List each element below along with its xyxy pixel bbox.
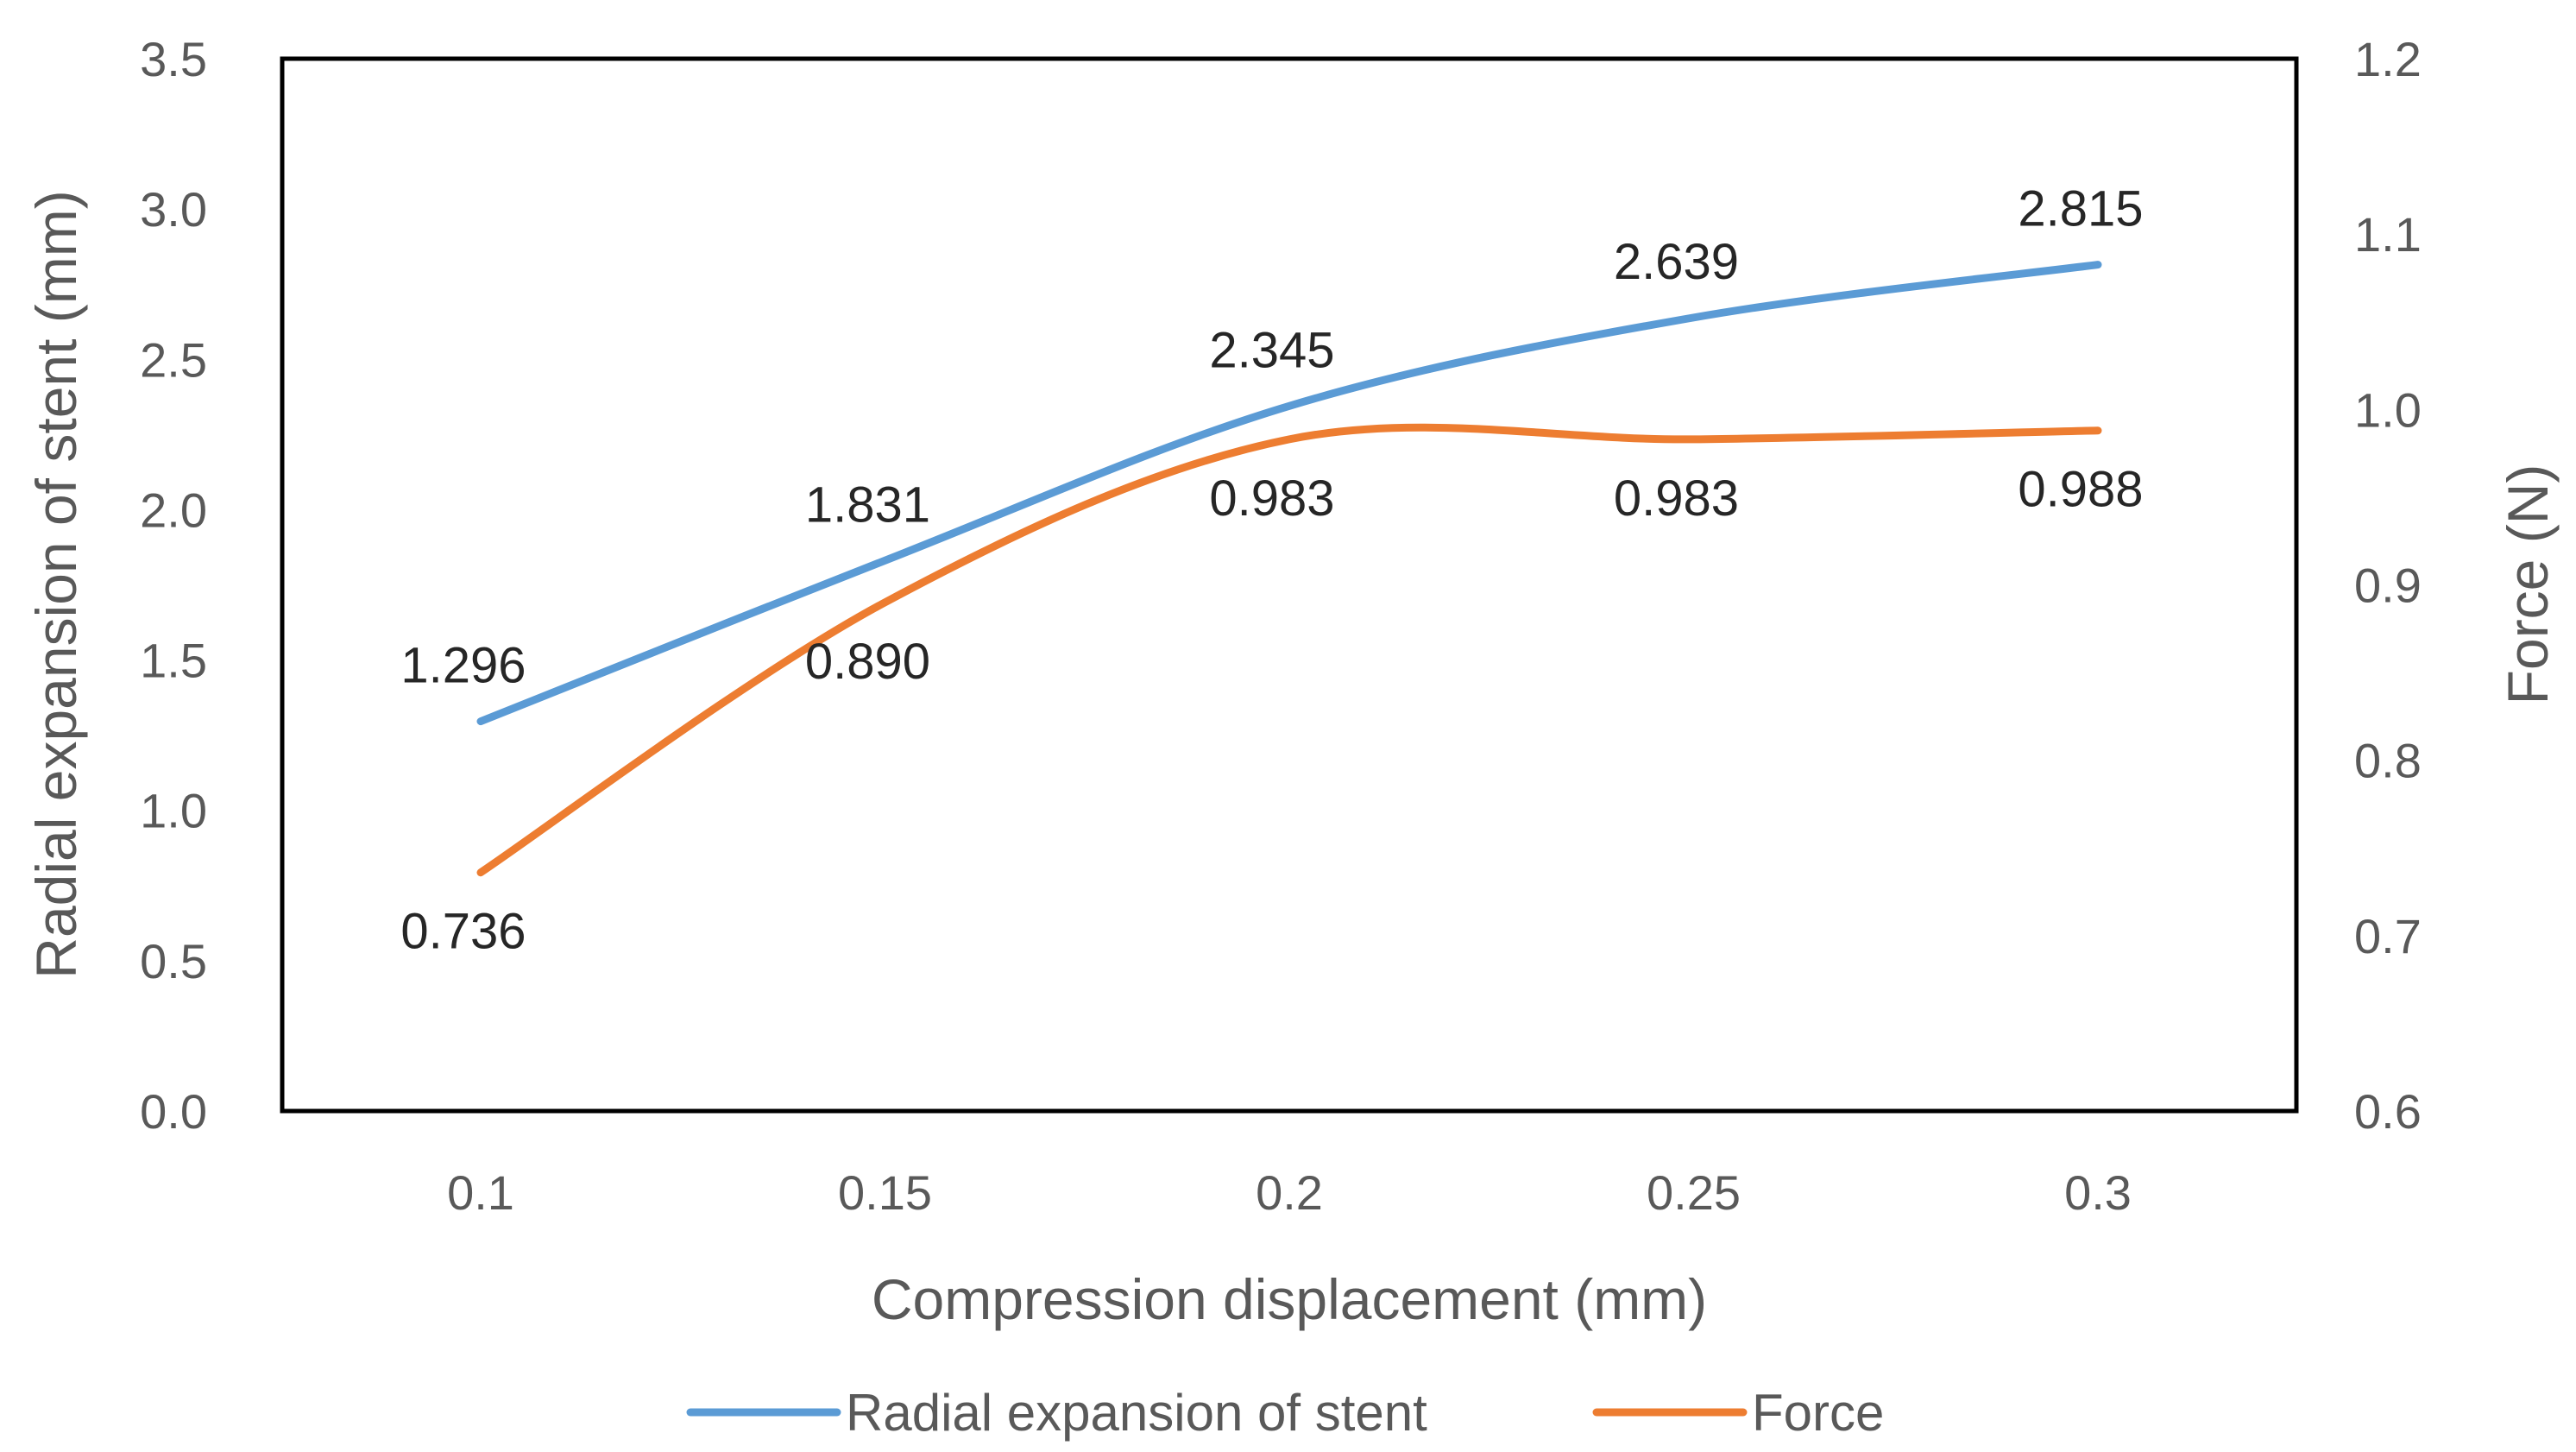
left-axis-tick-label: 1.0 [140, 784, 207, 838]
data-labels: 1.296 1.831 2.345 2.639 2.815 0.736 0.890 0.983… [400, 181, 2143, 960]
right-axis-tick-label: 1.2 [2354, 32, 2422, 86]
data-label-force: 0.983 [1209, 470, 1334, 527]
left-axis-ticks: 0.0 0.5 1.0 1.5 2.0 2.5 3.0 3.5 [140, 32, 207, 1139]
data-label-force: 0.988 [2018, 462, 2143, 518]
data-label-radial-expansion-of-stent: 1.831 [805, 477, 930, 533]
data-label-force: 0.983 [1614, 470, 1739, 527]
legend-label-radial-expansion-of-stent: Radial expansion of stent [846, 1384, 1427, 1442]
data-label-radial-expansion-of-stent: 2.345 [1209, 322, 1334, 378]
legend-label-force: Force [1752, 1384, 1884, 1442]
right-axis-tick-label: 0.9 [2354, 559, 2422, 613]
left-axis-tick-label: 1.5 [140, 634, 207, 688]
right-axis-tick-label: 0.8 [2354, 734, 2422, 788]
left-axis-tick-label: 2.5 [140, 332, 207, 387]
plot-area-frame [280, 56, 2299, 1114]
data-label-force: 0.736 [400, 904, 526, 960]
left-axis-tick-label: 0.5 [140, 934, 207, 988]
right-axis-title: Force (N) [2496, 464, 2560, 705]
left-axis-tick-label: 3.0 [140, 182, 207, 237]
right-axis-tick-label: 1.0 [2354, 382, 2422, 437]
series-lines [476, 261, 2102, 877]
right-axis-ticks: 0.6 0.7 0.8 0.9 1.0 1.1 1.2 [2354, 32, 2422, 1139]
legend: Radial expansion of stent Force [686, 1384, 1884, 1442]
data-label-radial-expansion-of-stent: 2.639 [1614, 234, 1739, 290]
series-line-radial-expansion-of-stent [476, 261, 2102, 726]
data-label-radial-expansion-of-stent: 2.815 [2018, 181, 2143, 237]
left-axis-tick-label: 3.5 [140, 32, 207, 86]
x-axis-tick-label: 0.2 [1256, 1165, 1323, 1220]
right-axis-tick-label: 1.1 [2354, 207, 2422, 262]
series-line-force [476, 423, 2102, 877]
x-axis-ticks: 0.1 0.15 0.2 0.25 0.3 [447, 1165, 2132, 1220]
x-axis-title: Compression displacement (mm) [872, 1267, 1707, 1331]
left-axis-tick-label: 2.0 [140, 483, 207, 537]
right-axis-tick-label: 0.7 [2354, 909, 2422, 963]
data-label-radial-expansion-of-stent: 1.296 [400, 638, 526, 694]
x-axis-tick-label: 0.25 [1647, 1165, 1741, 1220]
x-axis-tick-label: 0.15 [838, 1165, 932, 1220]
left-axis-tick-label: 0.0 [140, 1084, 207, 1139]
x-axis-tick-label: 0.1 [447, 1165, 514, 1220]
left-axis-title: Radial expansion of stent (mm) [24, 190, 88, 978]
x-axis-tick-label: 0.3 [2064, 1165, 2132, 1220]
data-label-force: 0.890 [805, 634, 930, 690]
right-axis-tick-label: 0.6 [2354, 1084, 2422, 1139]
